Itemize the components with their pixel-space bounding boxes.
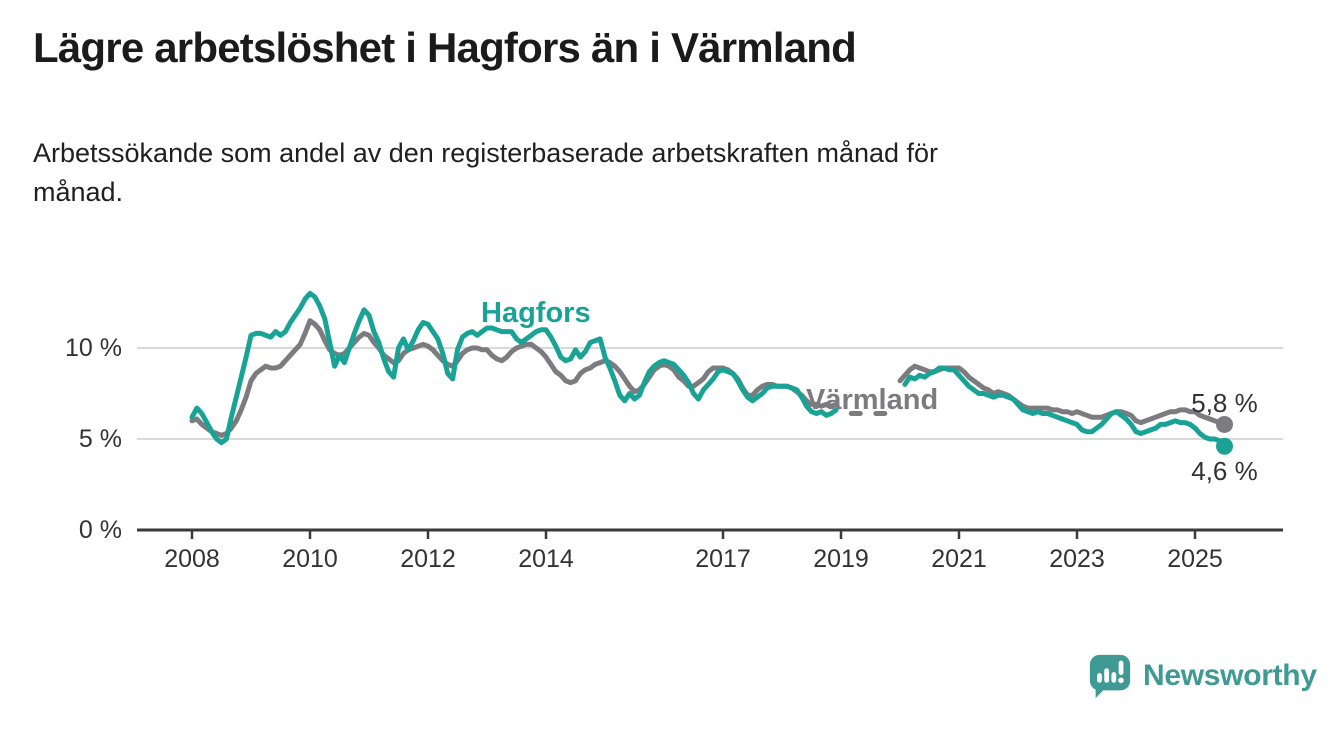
end-dot-hagfors [1216, 437, 1233, 455]
chart-subtitle-line2: månad. [33, 177, 124, 207]
newsworthy-wordmark: Newsworthy [1143, 659, 1317, 692]
chart-title: Lägre arbetslöshet i Hagfors än i Värmla… [33, 24, 857, 71]
series-line-hagfors [189, 290, 839, 446]
end-dot-vrmland [1216, 415, 1233, 433]
chart-subtitle-line1: Arbetssökande som andel av den registerb… [33, 138, 939, 168]
series-line-hagfors [902, 365, 1227, 449]
newsworthy-logo: Newsworthy [1087, 653, 1317, 699]
series-line-vrmland [897, 363, 1227, 427]
speech-bubble-bar-chart-icon [1089, 654, 1131, 699]
